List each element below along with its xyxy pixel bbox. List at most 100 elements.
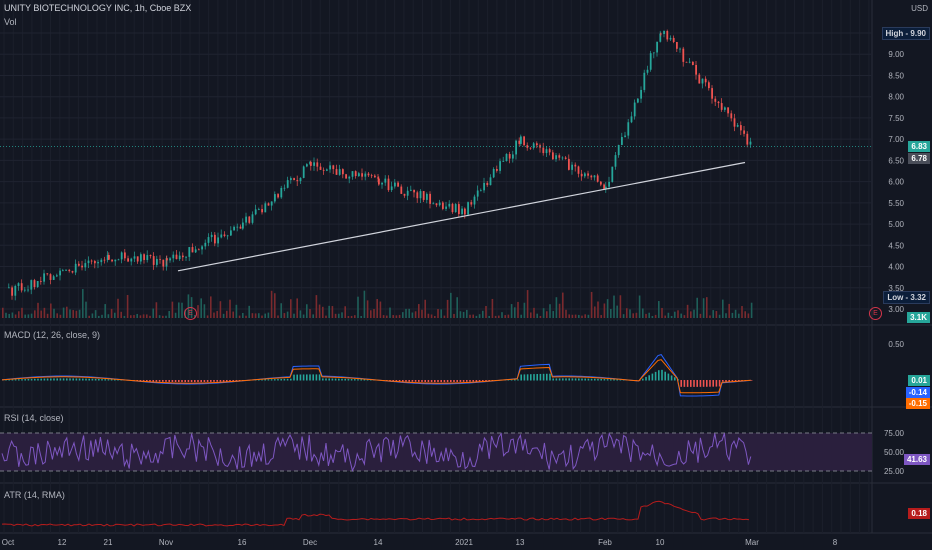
- candle-body: [377, 177, 379, 179]
- candle-body: [43, 273, 45, 282]
- macd-histogram-bar: [46, 378, 49, 381]
- candle-body: [646, 69, 649, 73]
- volume-bar: [414, 311, 417, 318]
- macd-histogram-bar: [94, 378, 97, 381]
- macd-histogram-bar: [40, 378, 42, 381]
- candle-body: [630, 116, 633, 123]
- volume-bar: [555, 297, 558, 318]
- macd-histogram-bar: [430, 380, 433, 383]
- macd-histogram-bar: [325, 378, 327, 381]
- macd-histogram-bar: [53, 378, 55, 381]
- candle-body: [520, 136, 522, 144]
- volume-bar: [670, 315, 673, 318]
- volume-bar: [158, 315, 161, 318]
- high-badge-value: 9.90: [910, 29, 926, 38]
- time-tick-label: 2021: [455, 538, 473, 547]
- volume-bar: [165, 315, 167, 318]
- macd-histogram-bar: [466, 380, 468, 382]
- candle-body: [608, 181, 610, 187]
- candle-body: [676, 42, 678, 49]
- macd-histogram-bar: [171, 380, 174, 382]
- candle-body: [574, 164, 577, 167]
- volume-bar: [254, 313, 257, 318]
- candle-body: [695, 65, 697, 75]
- candle-body: [220, 234, 223, 238]
- candle-body: [233, 226, 235, 231]
- volume-bar: [213, 312, 215, 318]
- earnings-marker-future[interactable]: E: [869, 307, 882, 320]
- earnings-marker[interactable]: E: [184, 307, 197, 320]
- volume-bar: [715, 311, 718, 318]
- macd-histogram-bar: [667, 373, 670, 381]
- macd-histogram-bar: [523, 374, 526, 381]
- candle-body: [390, 186, 393, 191]
- low-badge-label: Low: [887, 293, 904, 302]
- macd-histogram-bar: [296, 374, 298, 381]
- time-tick-label: 13: [516, 538, 525, 547]
- macd-histogram-bar: [8, 379, 10, 381]
- price-tick-label: 3.50: [888, 284, 904, 293]
- macd-histogram-bar: [715, 380, 718, 387]
- candle-body: [526, 145, 529, 148]
- macd-histogram-bar: [565, 378, 567, 381]
- volume-bar: [107, 314, 110, 318]
- volume-bar: [376, 299, 378, 318]
- candle-body: [458, 204, 460, 215]
- candle-body: [8, 287, 10, 289]
- macd-histogram-bar: [437, 380, 439, 383]
- candle-body: [169, 258, 171, 261]
- volume-bar: [578, 314, 580, 318]
- macd-histogram-bar: [546, 373, 548, 381]
- candle-body: [71, 271, 74, 273]
- candle-body: [14, 285, 17, 296]
- volume-bar: [14, 314, 17, 318]
- macd-histogram-bar: [155, 380, 158, 382]
- volume-bar: [34, 310, 36, 318]
- volume-bar: [686, 304, 689, 318]
- macd-histogram-bar: [82, 378, 84, 381]
- volume-bar: [280, 303, 282, 318]
- volume-bar: [552, 311, 554, 318]
- macd-histogram-bar: [146, 380, 148, 382]
- volume-bar: [654, 314, 657, 318]
- candle-body: [258, 209, 260, 210]
- candle-body: [555, 155, 557, 160]
- macd-histogram-bar: [261, 379, 263, 381]
- macd-histogram-bar: [750, 380, 753, 381]
- macd-histogram-bar: [232, 380, 234, 382]
- candle-body: [708, 82, 710, 89]
- candle-body: [242, 222, 244, 229]
- volume-bar: [392, 315, 394, 318]
- volume-bar: [350, 315, 353, 318]
- volume-bar: [251, 313, 254, 318]
- volume-bar: [680, 313, 682, 318]
- candle-body: [698, 74, 701, 84]
- candle-body: [264, 203, 267, 213]
- candle-body: [270, 201, 273, 206]
- macd-histogram-bar: [347, 378, 350, 381]
- macd-histogram-bar: [290, 378, 292, 381]
- volume-bar: [117, 298, 119, 318]
- candle-body: [17, 283, 20, 286]
- volume-bar: [82, 289, 84, 318]
- candle-body: [65, 269, 67, 271]
- candle-body: [502, 160, 505, 162]
- macd-histogram-bar: [389, 380, 391, 381]
- candle-body: [30, 280, 33, 290]
- macd-histogram-bar: [606, 379, 609, 381]
- candle-body: [406, 190, 409, 196]
- candle-body: [711, 88, 713, 99]
- volume-bar: [437, 309, 439, 318]
- candle-body: [523, 136, 525, 146]
- macd-histogram-bar: [661, 369, 663, 381]
- candle-body: [140, 254, 142, 262]
- volume-bar: [683, 315, 686, 318]
- candle-body: [316, 162, 319, 167]
- macd-histogram-bar: [568, 378, 570, 381]
- volume-bar: [62, 307, 65, 318]
- volume-bar: [664, 315, 666, 318]
- candle-body: [296, 180, 299, 182]
- macd-histogram-bar: [370, 379, 372, 381]
- candle-body: [617, 144, 620, 156]
